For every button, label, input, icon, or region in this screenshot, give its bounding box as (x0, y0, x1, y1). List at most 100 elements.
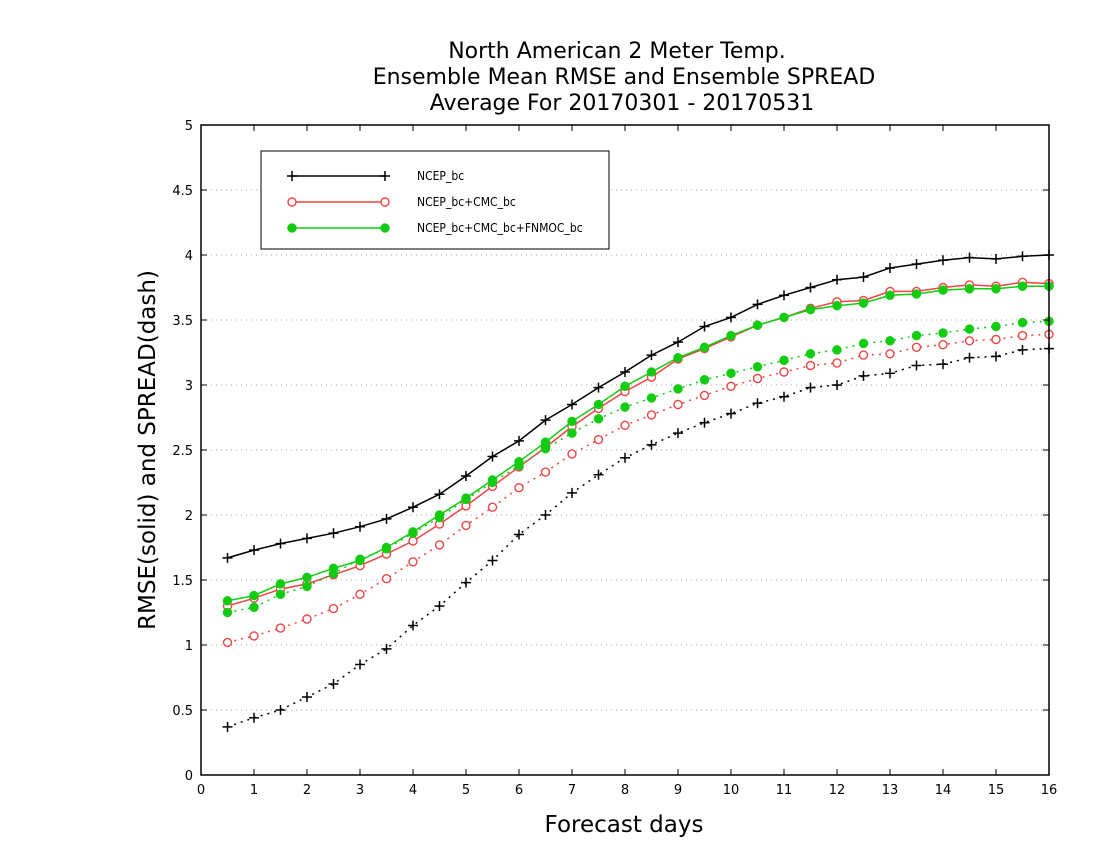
series-1-spread-point (646, 410, 657, 420)
series-0-spread-point (222, 721, 233, 732)
legend-label: NCEP_bc+CMC_bc (417, 195, 516, 209)
series-0-spread-point (328, 679, 339, 689)
series-0-spread-point (832, 380, 842, 390)
series-0-spread-point (779, 391, 789, 402)
series-2-rmse-point (567, 416, 577, 427)
series-1-spread-point (567, 449, 577, 459)
series-1-spread-point (249, 631, 259, 641)
series-0-rmse-point (805, 282, 816, 293)
series-2-spread-point (328, 568, 339, 579)
series-0-spread-point (593, 469, 604, 480)
series-1-spread-point (275, 623, 286, 633)
series-1-spread-point (699, 390, 710, 401)
legend-label: NCEP_bc+CMC_bc+FNMOC_bc (417, 221, 583, 235)
series-0-spread-point (1017, 344, 1028, 355)
series-0-spread-point (673, 428, 683, 439)
series-2-rmse-point (805, 304, 816, 315)
legend-marker (380, 197, 390, 207)
series-0-rmse-point (832, 274, 842, 285)
series-2-spread-point (593, 414, 604, 424)
series-0-rmse-point (487, 451, 498, 462)
series-1-spread-point (487, 502, 498, 512)
x-tick-label: 7 (568, 783, 576, 798)
series-0-spread-point (302, 692, 312, 702)
series-2-rmse-point (302, 572, 312, 583)
series-2-rmse-point (673, 352, 683, 363)
series-0-spread-point (434, 601, 445, 611)
series-2-rmse-point (222, 596, 233, 606)
series-0-spread-point (461, 577, 471, 588)
series-0-rmse-point (461, 471, 471, 481)
series-0-spread-point (514, 529, 524, 540)
series-0-rmse-point (408, 502, 418, 513)
series-1-spread-point (726, 381, 736, 391)
series-1-spread-point (461, 520, 471, 531)
series-1-spread-point (964, 336, 975, 346)
series-2-spread-point (726, 368, 736, 379)
series-2-spread-point (964, 324, 975, 334)
x-tick-label: 1 (250, 783, 258, 798)
series-0-spread-point (408, 620, 418, 631)
x-tick-label: 12 (829, 783, 846, 798)
series-0-rmse-point (249, 545, 259, 556)
series-2-spread-point (646, 393, 657, 403)
legend-marker (380, 171, 390, 181)
series-2-rmse-point (911, 289, 922, 299)
series-0-rmse-point (434, 489, 445, 500)
series-0-spread-point (726, 408, 736, 419)
series-0-spread-point (752, 398, 763, 409)
series-1-spread-line (227, 333, 1050, 644)
series-2-rmse-point (620, 381, 630, 392)
series-2 (222, 281, 1054, 618)
series-2-rmse-point (779, 312, 789, 323)
series-1-rmse-point (408, 536, 418, 546)
series-2-rmse-point (938, 285, 948, 295)
chart-title-line-1: North American 2 Meter Temp. (448, 39, 786, 64)
series-2-spread-point (567, 428, 577, 438)
series-2-spread-point (620, 402, 630, 412)
x-tick-label: 8 (621, 783, 629, 798)
series-0-spread-line (227, 347, 1050, 728)
series-0-rmse-point (858, 272, 869, 283)
legend-entry-0: NCEP_bc (287, 169, 464, 183)
series-1-spread-point (805, 360, 816, 371)
series-0-spread-point (355, 659, 365, 670)
series-0-spread-point (646, 439, 657, 450)
series-0-rmse-point (752, 299, 763, 310)
series-1-spread-point (779, 367, 789, 377)
series-2-spread-point (381, 544, 392, 554)
y-axis-title: RMSE(solid) and SPREAD(dash) (135, 270, 161, 630)
x-tick-label: 4 (409, 783, 417, 798)
series-0-rmse-point (567, 399, 577, 410)
series-2-rmse-point (249, 590, 259, 601)
series-1-spread-point (381, 574, 392, 584)
series-2-spread-point (540, 443, 551, 454)
series-2-spread-point (487, 477, 498, 488)
series-0-spread-point (911, 360, 922, 371)
x-tick-label: 3 (356, 783, 364, 798)
series-0-rmse-point (938, 255, 948, 266)
series-1-spread-point (514, 483, 524, 493)
series-0-spread-point (487, 555, 498, 566)
series-2-spread-point (434, 512, 445, 523)
series-2-rmse-point (964, 284, 975, 294)
series-0-spread-point (938, 359, 948, 370)
series-2-spread-point (938, 328, 948, 338)
series-0-rmse-point (673, 337, 683, 348)
series-0-spread-point (885, 368, 895, 379)
series-2-spread-point (461, 494, 471, 505)
y-tick-label: 1.5 (172, 574, 193, 589)
series-2-spread-point (752, 362, 763, 372)
series-2-spread-point (514, 460, 524, 471)
series-1-spread-point (593, 434, 604, 445)
series-2-spread-point (1017, 317, 1028, 328)
series-1-spread-point (355, 589, 365, 599)
y-tick-label: 0 (185, 769, 193, 784)
series-0-spread-point (540, 510, 551, 520)
series-0-rmse-point (726, 312, 736, 323)
series-1-spread-point (408, 557, 418, 567)
series-2-rmse-point (752, 320, 763, 330)
series-1-spread-point (673, 399, 683, 410)
series-0-rmse-point (964, 252, 975, 263)
series-1-spread-point (620, 420, 630, 430)
